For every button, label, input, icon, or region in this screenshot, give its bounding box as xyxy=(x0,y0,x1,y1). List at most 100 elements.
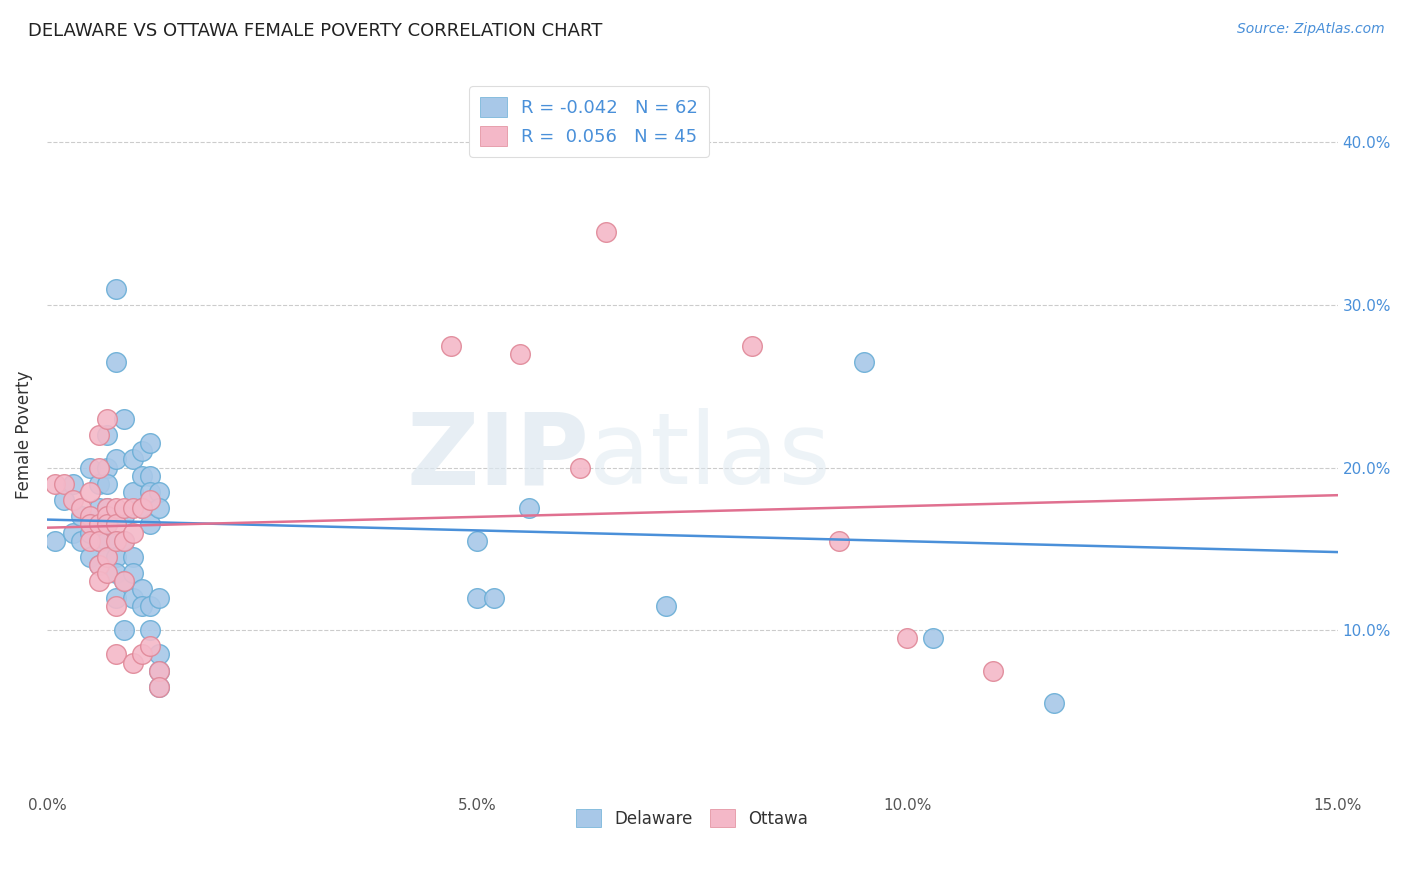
Point xyxy=(122,591,145,605)
Point xyxy=(112,574,135,589)
Point xyxy=(484,591,506,605)
Point xyxy=(139,485,162,500)
Point xyxy=(44,533,66,548)
Point xyxy=(131,599,153,613)
Point xyxy=(122,452,145,467)
Point xyxy=(122,566,145,581)
Point xyxy=(122,501,145,516)
Point xyxy=(122,549,145,564)
Point xyxy=(853,355,876,369)
Point xyxy=(96,549,118,564)
Point xyxy=(96,460,118,475)
Point xyxy=(96,501,118,516)
Point xyxy=(122,525,145,540)
Point xyxy=(96,517,118,532)
Point xyxy=(104,355,127,369)
Point xyxy=(79,460,101,475)
Point xyxy=(131,582,153,597)
Point xyxy=(131,468,153,483)
Point xyxy=(104,549,127,564)
Point xyxy=(96,428,118,442)
Point xyxy=(96,501,118,516)
Point xyxy=(104,452,127,467)
Point xyxy=(104,501,127,516)
Point xyxy=(139,640,162,654)
Text: Source: ZipAtlas.com: Source: ZipAtlas.com xyxy=(1237,22,1385,37)
Point xyxy=(139,493,162,508)
Point xyxy=(87,533,110,548)
Point xyxy=(62,525,84,540)
Point xyxy=(139,436,162,450)
Point xyxy=(79,509,101,524)
Point xyxy=(104,517,127,532)
Point xyxy=(79,485,101,500)
Point xyxy=(79,533,101,548)
Point xyxy=(104,282,127,296)
Point xyxy=(62,493,84,508)
Point xyxy=(131,501,153,516)
Point xyxy=(79,517,101,532)
Point xyxy=(569,460,592,475)
Point xyxy=(139,517,162,532)
Point xyxy=(70,533,93,548)
Point xyxy=(112,411,135,425)
Point xyxy=(139,599,162,613)
Point xyxy=(96,533,118,548)
Point xyxy=(96,476,118,491)
Point xyxy=(96,517,118,532)
Point xyxy=(79,549,101,564)
Point xyxy=(122,485,145,500)
Point xyxy=(465,591,488,605)
Point xyxy=(104,648,127,662)
Point xyxy=(87,558,110,573)
Point xyxy=(741,338,763,352)
Point xyxy=(131,444,153,458)
Text: atlas: atlas xyxy=(589,408,831,505)
Point xyxy=(148,680,170,694)
Point xyxy=(70,509,93,524)
Point xyxy=(62,476,84,491)
Point xyxy=(44,476,66,491)
Point xyxy=(131,648,153,662)
Point xyxy=(148,485,170,500)
Point xyxy=(131,501,153,516)
Point xyxy=(87,460,110,475)
Point xyxy=(139,468,162,483)
Point xyxy=(87,574,110,589)
Point xyxy=(148,648,170,662)
Point xyxy=(122,656,145,670)
Point xyxy=(87,501,110,516)
Point xyxy=(148,501,170,516)
Point xyxy=(53,476,76,491)
Point xyxy=(104,599,127,613)
Point xyxy=(104,533,127,548)
Legend: Delaware, Ottawa: Delaware, Ottawa xyxy=(569,803,814,834)
Point xyxy=(104,591,127,605)
Point xyxy=(87,476,110,491)
Text: DELAWARE VS OTTAWA FEMALE POVERTY CORRELATION CHART: DELAWARE VS OTTAWA FEMALE POVERTY CORREL… xyxy=(28,22,603,40)
Point xyxy=(112,501,135,516)
Point xyxy=(53,493,76,508)
Point xyxy=(104,566,127,581)
Point xyxy=(148,591,170,605)
Point xyxy=(827,533,849,548)
Point xyxy=(112,509,135,524)
Point xyxy=(655,599,678,613)
Point xyxy=(595,225,617,239)
Point xyxy=(465,533,488,548)
Point xyxy=(509,347,531,361)
Point xyxy=(112,533,135,548)
Point xyxy=(96,509,118,524)
Point xyxy=(96,411,118,425)
Point xyxy=(517,501,540,516)
Point xyxy=(87,533,110,548)
Point xyxy=(87,428,110,442)
Y-axis label: Female Poverty: Female Poverty xyxy=(15,371,32,500)
Point xyxy=(70,501,93,516)
Point xyxy=(96,549,118,564)
Point xyxy=(112,623,135,637)
Point xyxy=(148,664,170,678)
Point xyxy=(104,533,127,548)
Point xyxy=(440,338,463,352)
Point xyxy=(896,632,918,646)
